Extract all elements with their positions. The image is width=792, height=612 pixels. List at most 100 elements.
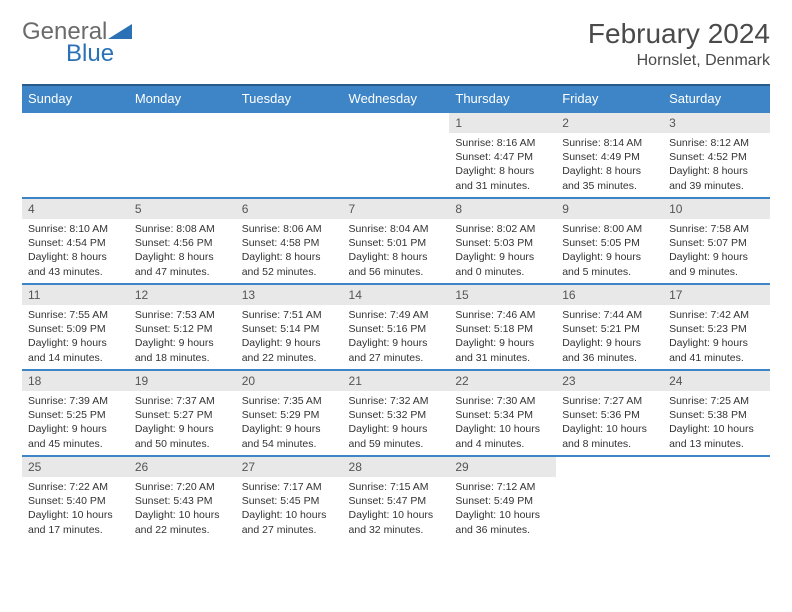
day-details: Sunrise: 7:46 AMSunset: 5:18 PMDaylight:…	[449, 305, 556, 369]
location: Hornslet, Denmark	[588, 52, 770, 70]
day-number: 14	[343, 285, 450, 305]
day-cell: 25Sunrise: 7:22 AMSunset: 5:40 PMDayligh…	[22, 456, 129, 542]
day-number: 24	[663, 371, 770, 391]
day-number: 17	[663, 285, 770, 305]
day-number: 26	[129, 457, 236, 477]
day-number: 20	[236, 371, 343, 391]
day-details: Sunrise: 7:58 AMSunset: 5:07 PMDaylight:…	[663, 219, 770, 283]
day-details: Sunrise: 7:25 AMSunset: 5:38 PMDaylight:…	[663, 391, 770, 455]
week-row: 1Sunrise: 8:16 AMSunset: 4:47 PMDaylight…	[22, 112, 770, 198]
day-cell: 6Sunrise: 8:06 AMSunset: 4:58 PMDaylight…	[236, 198, 343, 284]
day-number: 11	[22, 285, 129, 305]
day-details: Sunrise: 8:14 AMSunset: 4:49 PMDaylight:…	[556, 133, 663, 197]
weekday-header-row: SundayMondayTuesdayWednesdayThursdayFrid…	[22, 85, 770, 112]
day-cell: 12Sunrise: 7:53 AMSunset: 5:12 PMDayligh…	[129, 284, 236, 370]
weekday-header: Tuesday	[236, 85, 343, 112]
day-number: 25	[22, 457, 129, 477]
day-details: Sunrise: 7:15 AMSunset: 5:47 PMDaylight:…	[343, 477, 450, 541]
day-number: 18	[22, 371, 129, 391]
day-details: Sunrise: 8:06 AMSunset: 4:58 PMDaylight:…	[236, 219, 343, 283]
day-cell: 28Sunrise: 7:15 AMSunset: 5:47 PMDayligh…	[343, 456, 450, 542]
weekday-header: Thursday	[449, 85, 556, 112]
day-cell: 29Sunrise: 7:12 AMSunset: 5:49 PMDayligh…	[449, 456, 556, 542]
day-details: Sunrise: 7:35 AMSunset: 5:29 PMDaylight:…	[236, 391, 343, 455]
day-cell: 24Sunrise: 7:25 AMSunset: 5:38 PMDayligh…	[663, 370, 770, 456]
day-cell: 13Sunrise: 7:51 AMSunset: 5:14 PMDayligh…	[236, 284, 343, 370]
day-number: 28	[343, 457, 450, 477]
month-title: February 2024	[588, 18, 770, 50]
day-details: Sunrise: 7:44 AMSunset: 5:21 PMDaylight:…	[556, 305, 663, 369]
day-number: 5	[129, 199, 236, 219]
day-cell: 4Sunrise: 8:10 AMSunset: 4:54 PMDaylight…	[22, 198, 129, 284]
day-cell: 1Sunrise: 8:16 AMSunset: 4:47 PMDaylight…	[449, 112, 556, 198]
day-cell	[236, 112, 343, 198]
weekday-header: Sunday	[22, 85, 129, 112]
day-details: Sunrise: 7:51 AMSunset: 5:14 PMDaylight:…	[236, 305, 343, 369]
day-details: Sunrise: 7:37 AMSunset: 5:27 PMDaylight:…	[129, 391, 236, 455]
day-details: Sunrise: 7:12 AMSunset: 5:49 PMDaylight:…	[449, 477, 556, 541]
day-number: 6	[236, 199, 343, 219]
day-cell: 11Sunrise: 7:55 AMSunset: 5:09 PMDayligh…	[22, 284, 129, 370]
weekday-header: Monday	[129, 85, 236, 112]
day-details: Sunrise: 8:02 AMSunset: 5:03 PMDaylight:…	[449, 219, 556, 283]
week-row: 4Sunrise: 8:10 AMSunset: 4:54 PMDaylight…	[22, 198, 770, 284]
day-details: Sunrise: 7:17 AMSunset: 5:45 PMDaylight:…	[236, 477, 343, 541]
day-details: Sunrise: 7:22 AMSunset: 5:40 PMDaylight:…	[22, 477, 129, 541]
day-number: 1	[449, 113, 556, 133]
day-cell: 15Sunrise: 7:46 AMSunset: 5:18 PMDayligh…	[449, 284, 556, 370]
day-details: Sunrise: 7:32 AMSunset: 5:32 PMDaylight:…	[343, 391, 450, 455]
day-number: 21	[343, 371, 450, 391]
day-cell: 18Sunrise: 7:39 AMSunset: 5:25 PMDayligh…	[22, 370, 129, 456]
day-details: Sunrise: 7:42 AMSunset: 5:23 PMDaylight:…	[663, 305, 770, 369]
day-number: 2	[556, 113, 663, 133]
day-number: 3	[663, 113, 770, 133]
day-number: 27	[236, 457, 343, 477]
day-number: 16	[556, 285, 663, 305]
day-cell	[663, 456, 770, 542]
day-number: 23	[556, 371, 663, 391]
day-cell: 22Sunrise: 7:30 AMSunset: 5:34 PMDayligh…	[449, 370, 556, 456]
day-cell: 2Sunrise: 8:14 AMSunset: 4:49 PMDaylight…	[556, 112, 663, 198]
header: GeneralBlue February 2024 Hornslet, Denm…	[22, 18, 770, 70]
week-row: 11Sunrise: 7:55 AMSunset: 5:09 PMDayligh…	[22, 284, 770, 370]
calendar-table: SundayMondayTuesdayWednesdayThursdayFrid…	[22, 84, 770, 542]
day-cell	[129, 112, 236, 198]
day-details: Sunrise: 8:00 AMSunset: 5:05 PMDaylight:…	[556, 219, 663, 283]
day-details: Sunrise: 7:55 AMSunset: 5:09 PMDaylight:…	[22, 305, 129, 369]
day-number: 13	[236, 285, 343, 305]
day-cell: 16Sunrise: 7:44 AMSunset: 5:21 PMDayligh…	[556, 284, 663, 370]
day-cell: 23Sunrise: 7:27 AMSunset: 5:36 PMDayligh…	[556, 370, 663, 456]
logo: GeneralBlue	[22, 18, 142, 70]
day-number: 22	[449, 371, 556, 391]
day-cell: 21Sunrise: 7:32 AMSunset: 5:32 PMDayligh…	[343, 370, 450, 456]
day-details: Sunrise: 7:20 AMSunset: 5:43 PMDaylight:…	[129, 477, 236, 541]
day-cell: 8Sunrise: 8:02 AMSunset: 5:03 PMDaylight…	[449, 198, 556, 284]
day-cell: 19Sunrise: 7:37 AMSunset: 5:27 PMDayligh…	[129, 370, 236, 456]
day-number: 8	[449, 199, 556, 219]
day-cell	[343, 112, 450, 198]
day-cell: 17Sunrise: 7:42 AMSunset: 5:23 PMDayligh…	[663, 284, 770, 370]
day-cell: 26Sunrise: 7:20 AMSunset: 5:43 PMDayligh…	[129, 456, 236, 542]
week-row: 18Sunrise: 7:39 AMSunset: 5:25 PMDayligh…	[22, 370, 770, 456]
day-number: 7	[343, 199, 450, 219]
day-cell: 20Sunrise: 7:35 AMSunset: 5:29 PMDayligh…	[236, 370, 343, 456]
day-cell: 27Sunrise: 7:17 AMSunset: 5:45 PMDayligh…	[236, 456, 343, 542]
day-number: 10	[663, 199, 770, 219]
calendar-body: 1Sunrise: 8:16 AMSunset: 4:47 PMDaylight…	[22, 112, 770, 542]
day-number: 9	[556, 199, 663, 219]
day-cell	[556, 456, 663, 542]
day-number: 19	[129, 371, 236, 391]
day-details: Sunrise: 7:49 AMSunset: 5:16 PMDaylight:…	[343, 305, 450, 369]
day-details: Sunrise: 7:27 AMSunset: 5:36 PMDaylight:…	[556, 391, 663, 455]
day-number: 4	[22, 199, 129, 219]
day-details: Sunrise: 8:10 AMSunset: 4:54 PMDaylight:…	[22, 219, 129, 283]
week-row: 25Sunrise: 7:22 AMSunset: 5:40 PMDayligh…	[22, 456, 770, 542]
weekday-header: Friday	[556, 85, 663, 112]
day-cell	[22, 112, 129, 198]
day-number: 29	[449, 457, 556, 477]
logo-text-blue: Blue	[66, 40, 114, 68]
day-cell: 7Sunrise: 8:04 AMSunset: 5:01 PMDaylight…	[343, 198, 450, 284]
day-cell: 5Sunrise: 8:08 AMSunset: 4:56 PMDaylight…	[129, 198, 236, 284]
title-block: February 2024 Hornslet, Denmark	[588, 18, 770, 70]
day-details: Sunrise: 8:04 AMSunset: 5:01 PMDaylight:…	[343, 219, 450, 283]
